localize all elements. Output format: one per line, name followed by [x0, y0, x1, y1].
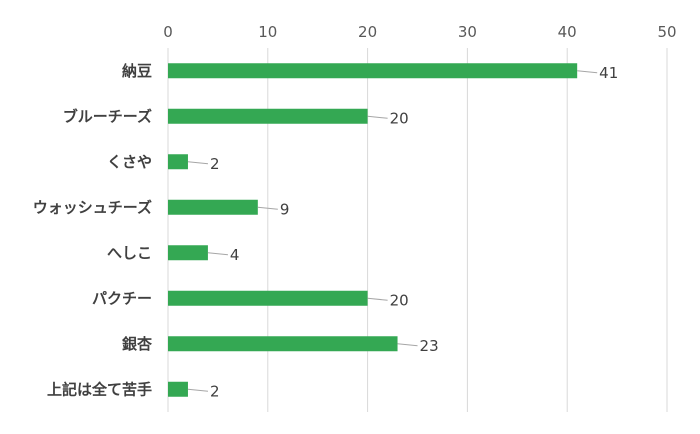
data-label: 20 — [390, 109, 409, 127]
data-label: 4 — [230, 246, 240, 264]
x-tick-label: 30 — [458, 23, 477, 41]
leader-line — [577, 70, 598, 74]
category-label: へしこ — [107, 244, 152, 262]
data-label: 23 — [420, 337, 439, 355]
data-label: 2 — [210, 155, 220, 173]
bar — [168, 290, 368, 306]
bar — [168, 336, 398, 352]
leader-line — [397, 343, 418, 347]
data-label: 9 — [280, 200, 290, 218]
bar — [168, 245, 208, 261]
x-tick-label: 50 — [657, 23, 676, 41]
leader-line — [367, 115, 388, 119]
x-tick-label: 0 — [163, 23, 173, 41]
data-label: 20 — [390, 291, 409, 309]
category-label: ブルーチーズ — [63, 107, 152, 125]
category-label: 納豆 — [122, 62, 152, 80]
leader-line — [187, 161, 209, 165]
leader-line — [257, 206, 278, 210]
bar — [168, 381, 188, 397]
category-label: ウォッシュチーズ — [33, 198, 152, 216]
data-labels: 41 20 2 9 4 20 23 2 — [187, 64, 618, 400]
leader-line — [367, 297, 388, 301]
bar — [168, 108, 368, 124]
gridlines — [167, 48, 668, 412]
bar — [168, 199, 258, 215]
bars — [168, 63, 578, 397]
bar — [168, 63, 578, 79]
category-label: パクチー — [92, 289, 152, 307]
x-tick-labels: 0 10 20 30 40 50 — [163, 23, 676, 41]
data-label: 41 — [599, 64, 618, 82]
x-tick-label: 20 — [358, 23, 377, 41]
x-tick-label: 40 — [558, 23, 577, 41]
data-label: 2 — [210, 382, 220, 400]
category-label: 上記は全て苦手 — [47, 380, 152, 398]
x-tick-label: 10 — [258, 23, 277, 41]
leader-line — [207, 252, 228, 256]
category-label: くさや — [107, 153, 152, 171]
bar — [168, 154, 188, 170]
leader-line — [187, 388, 209, 392]
category-label: 銀杏 — [122, 335, 153, 353]
